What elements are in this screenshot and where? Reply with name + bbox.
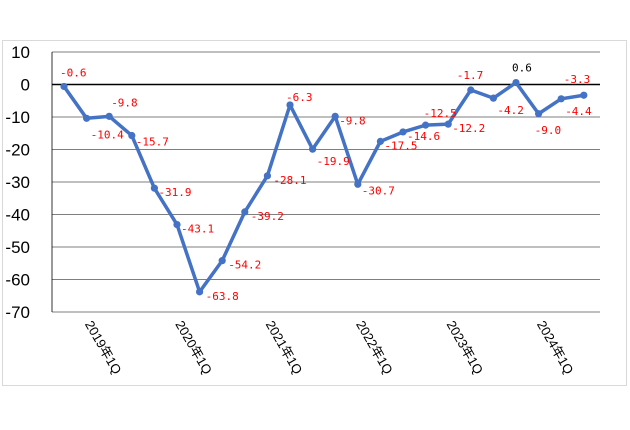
data-point [60, 82, 68, 91]
x-tick-label: 2019年1Q [82, 318, 125, 377]
x-tick-label: 2020年1Q [172, 318, 215, 377]
data-label: -30.7 [362, 184, 395, 197]
data-label: 0.6 [512, 62, 532, 75]
data-label: -54.2 [228, 259, 261, 272]
y-axis-ticks: 10 0 -10 -20 -30 -40 -50 -60 -70 [5, 43, 30, 322]
y-tick-label: -10 [5, 108, 30, 127]
data-point [557, 95, 565, 103]
data-label: -0.6 [60, 66, 87, 79]
data-point [150, 184, 158, 192]
data-point [83, 114, 91, 122]
data-label: -43.1 [181, 223, 214, 236]
data-label: -9.8 [111, 96, 138, 109]
data-point [444, 120, 452, 128]
y-tick-label: -20 [5, 141, 30, 160]
data-point [286, 101, 294, 109]
data-point [241, 208, 249, 216]
data-point [331, 112, 339, 120]
data-point [128, 131, 136, 140]
data-label: -4.2 [497, 104, 524, 117]
data-point [399, 128, 407, 136]
data-label: -1.7 [457, 69, 484, 82]
data-point [376, 137, 384, 145]
series-polyline [62, 80, 585, 294]
series-line [62, 80, 585, 294]
x-tick-label: 2022年1Q [353, 318, 396, 377]
data-point [467, 86, 475, 94]
series-points [60, 78, 588, 296]
data-label: -39.2 [251, 210, 284, 223]
data-point [489, 94, 497, 102]
data-point [512, 78, 520, 87]
data-label: -6.3 [286, 91, 313, 104]
data-point [580, 91, 588, 99]
x-tick-label: 2023年1Q [444, 318, 487, 377]
data-label: -4.4 [565, 105, 592, 118]
gridlines [51, 51, 600, 313]
data-point [105, 112, 113, 120]
data-label: -17.5 [384, 139, 417, 152]
data-point [309, 145, 317, 153]
data-label: -63.8 [206, 290, 239, 303]
data-point [173, 220, 181, 229]
chart-border [2, 40, 627, 386]
y-tick-label: -60 [5, 271, 30, 290]
data-label: -10.4 [91, 128, 124, 141]
y-tick-label: -40 [5, 206, 30, 225]
data-point [535, 110, 543, 118]
data-label: -19.9 [317, 155, 350, 168]
y-tick-label: -30 [5, 173, 30, 192]
data-label: -12.2 [452, 122, 485, 135]
y-tick-label: 0 [21, 76, 30, 95]
y-tick-label: -70 [5, 303, 30, 322]
x-axis-ticks: 2019年1Q 2020年1Q 2021年1Q 2022年1Q 2023年1Q 2024年… [82, 318, 577, 377]
x-tick-label: 2024年1Q [534, 318, 577, 377]
data-label: -14.6 [407, 130, 440, 143]
data-point [354, 180, 362, 188]
data-point [218, 257, 226, 265]
data-point [263, 172, 271, 180]
data-label: -28.1 [273, 174, 306, 187]
data-label: -12.5 [424, 107, 457, 120]
data-label: -15.7 [136, 136, 169, 149]
data-label: -9.8 [339, 114, 366, 127]
data-point [422, 121, 430, 129]
data-point [196, 288, 204, 296]
y-tick-label: 10 [11, 43, 30, 62]
data-labels: -0.6 -10.4 -9.8 -15.7 -31.9 -43.1 -63.8 -54.2 -3… [60, 62, 592, 303]
data-label: -9.0 [535, 124, 562, 137]
x-tick-label: 2021年1Q [263, 318, 306, 377]
y-tick-label: -50 [5, 238, 30, 257]
data-label: -3.3 [564, 73, 591, 86]
data-label: -31.9 [158, 186, 191, 199]
